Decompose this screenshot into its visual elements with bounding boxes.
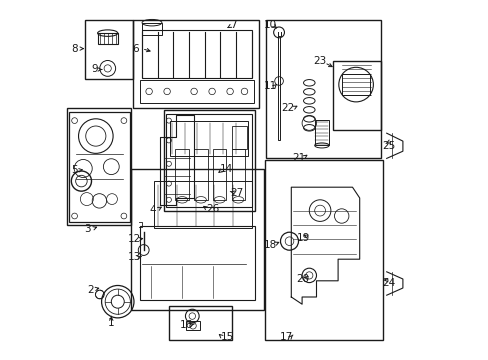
Text: 10: 10 <box>263 20 276 30</box>
Bar <box>232 126 246 149</box>
Bar <box>140 80 253 103</box>
Bar <box>154 181 251 229</box>
Text: 12: 12 <box>127 234 141 244</box>
Text: 9: 9 <box>91 64 98 75</box>
Bar <box>265 20 381 158</box>
Bar <box>163 110 255 211</box>
Text: 20: 20 <box>296 274 309 284</box>
Text: 17: 17 <box>280 332 293 342</box>
Text: 19: 19 <box>296 233 309 243</box>
Text: 25: 25 <box>381 141 394 151</box>
Bar <box>142 30 251 78</box>
Bar <box>168 306 231 340</box>
Text: 13: 13 <box>127 252 141 262</box>
Bar <box>170 121 248 156</box>
Bar <box>186 321 200 330</box>
Text: 21: 21 <box>291 153 305 163</box>
Text: 16: 16 <box>180 320 193 330</box>
Text: 24: 24 <box>381 278 394 288</box>
Bar <box>212 149 226 200</box>
Bar <box>140 226 255 300</box>
Bar <box>175 149 189 200</box>
Text: 27: 27 <box>230 188 244 198</box>
Text: 26: 26 <box>206 204 219 214</box>
Text: 6: 6 <box>132 44 139 54</box>
Bar <box>194 149 207 200</box>
Bar <box>142 23 162 35</box>
Text: 8: 8 <box>71 44 78 54</box>
Text: 23: 23 <box>313 56 326 66</box>
Bar <box>166 114 251 207</box>
Text: 4: 4 <box>149 205 156 215</box>
Bar <box>131 169 264 310</box>
Text: 7: 7 <box>229 20 236 30</box>
Text: 3: 3 <box>84 224 91 234</box>
Bar <box>98 33 118 44</box>
Bar <box>85 20 133 79</box>
Bar <box>277 36 280 140</box>
Text: 1: 1 <box>108 318 114 328</box>
Text: 15: 15 <box>220 332 233 342</box>
Text: 18: 18 <box>263 240 277 250</box>
Bar <box>341 74 370 95</box>
Bar <box>231 149 244 200</box>
Text: 11: 11 <box>263 81 276 91</box>
Bar <box>332 61 381 130</box>
Bar <box>69 112 130 222</box>
Text: 5: 5 <box>71 165 78 175</box>
Bar <box>67 108 131 225</box>
Bar <box>265 160 382 340</box>
Text: 14: 14 <box>220 164 233 174</box>
Text: 22: 22 <box>281 103 294 113</box>
Bar <box>314 120 328 145</box>
Bar <box>133 20 258 108</box>
Text: 2: 2 <box>87 285 94 295</box>
